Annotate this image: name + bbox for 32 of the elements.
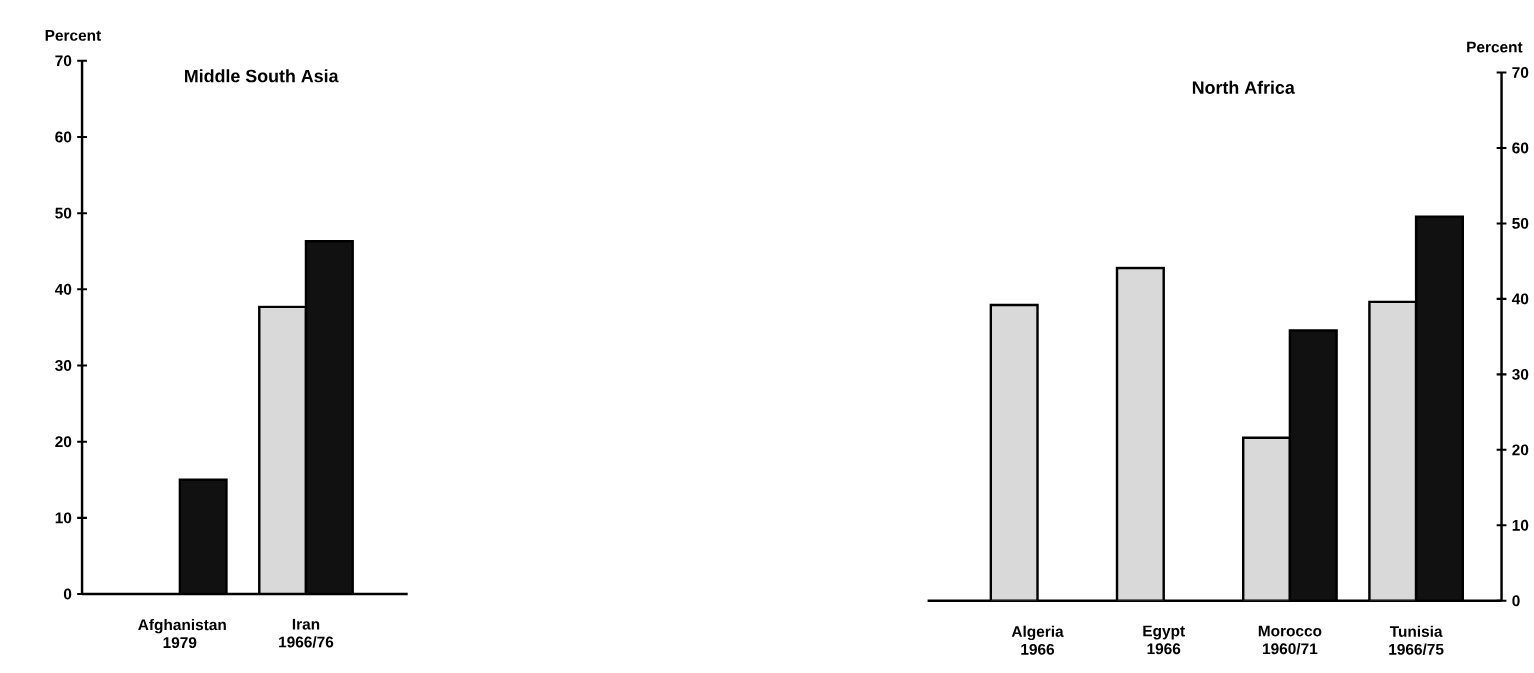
bar	[1117, 267, 1164, 601]
y-tick-label: 0	[63, 588, 72, 600]
y-tick-label: 40	[1511, 293, 1529, 305]
x-tick-label: Algeria 1966	[1011, 625, 1064, 655]
x-tick-label: Tunisia 1966/75	[1389, 625, 1444, 655]
y-tick-label: 10	[1512, 519, 1529, 531]
bar	[1414, 215, 1465, 601]
x-tick-label: Iran 1966/76	[279, 618, 334, 648]
y-tick-label: 10	[55, 512, 72, 524]
bar	[1243, 437, 1290, 601]
x-tick-label: Egypt 1966	[1143, 625, 1185, 655]
y-tick-label: 40	[54, 283, 72, 295]
y-tick-label: 0	[1512, 595, 1520, 607]
bar	[179, 479, 227, 594]
y-tick-label: 60	[55, 131, 72, 143]
y-tick-label: 50	[55, 207, 72, 219]
y-tick-label: 70	[1512, 66, 1529, 78]
y-tick-label: 20	[1512, 444, 1529, 456]
y-tick-label: 50	[1512, 217, 1529, 229]
chart-title: Middle South Asia	[185, 69, 339, 83]
bar	[1289, 330, 1337, 601]
y-tick-label: 20	[55, 436, 72, 448]
y-axis-title: Percent	[1467, 41, 1523, 53]
bar	[990, 304, 1038, 601]
y-tick-label: 30	[55, 359, 72, 371]
x-tick-label: Morocco 1960/71	[1258, 625, 1322, 655]
x-tick-label: Afghanistan 1979	[138, 618, 226, 648]
chart-title: North Africa	[1192, 80, 1295, 94]
y-tick-label: 70	[55, 55, 72, 67]
y-tick-label: 60	[1512, 142, 1529, 154]
y-tick-label: 30	[1512, 368, 1529, 380]
y-axis-title: Percent	[45, 29, 101, 41]
